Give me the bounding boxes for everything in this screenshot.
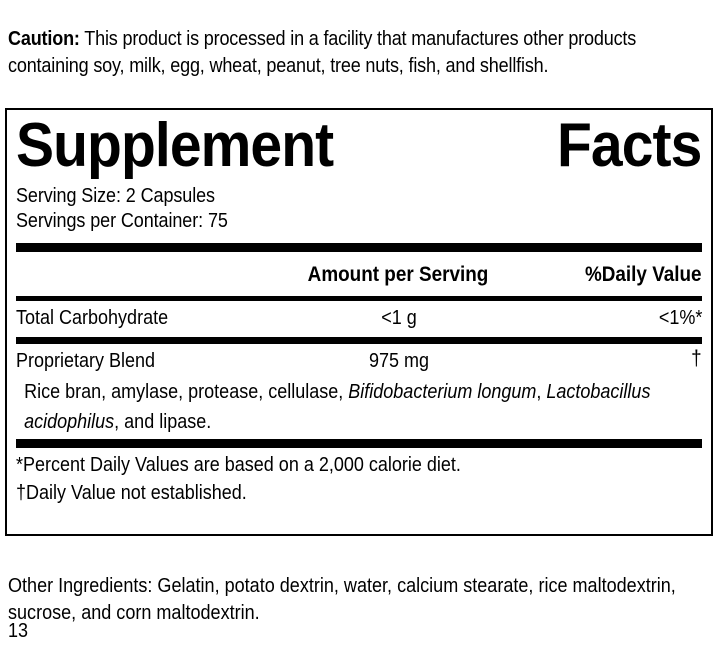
rule-below-servings [16, 243, 702, 252]
other-ingredients-paragraph: Other Ingredients: Gelatin, potato dextr… [8, 573, 676, 624]
serving-size-line: Serving Size: 2 Capsules [16, 185, 215, 207]
panel-title-word-facts: Facts [556, 111, 702, 180]
page-number: 13 [8, 620, 29, 642]
header-amount-per-serving: Amount per Serving [307, 263, 489, 286]
nutrient-amount: <1 g [381, 307, 417, 329]
blend-ingredients-part-1: Rice bran, amylase, protease, cellulase, [24, 381, 349, 403]
rule-below-headers [16, 296, 702, 301]
panel-title-word-supplement: Supplement [16, 111, 334, 180]
footnote-daily-value-not-established: †Daily Value not established. [16, 482, 247, 504]
blend-ingredients-part-2: , [536, 381, 547, 403]
blend-species-lactobacillus-acidophilus: Lactobacillus acidophilus [24, 381, 651, 433]
table-row-proprietary-blend: Proprietary Blend 975 mg † [16, 344, 702, 377]
blend-species-bifidobacterium-longum: Bifidobacterium longum [348, 381, 537, 403]
supplement-facts-panel: Supplement Facts Serving Size: 2 Capsule… [5, 108, 713, 536]
proprietary-blend-ingredients: Rice bran, amylase, protease, cellulase,… [16, 377, 709, 439]
footnote-percent-daily-value: *Percent Daily Values are based on a 2,0… [16, 454, 461, 476]
caution-label: Caution: [8, 26, 80, 50]
panel-footnotes: *Percent Daily Values are based on a 2,0… [16, 448, 701, 507]
panel-title: Supplement Facts [16, 110, 702, 180]
nutrient-name: Total Carbohydrate [16, 307, 169, 329]
nutrient-name: Proprietary Blend [16, 350, 156, 372]
supplement-facts-inner: Supplement Facts Serving Size: 2 Capsule… [7, 110, 711, 534]
blend-ingredients-part-3: , and lipase. [114, 411, 212, 433]
nutrient-daily-value: † [691, 347, 702, 370]
nutrient-amount: 975 mg [368, 350, 430, 372]
table-header-row: Amount per Serving %Daily Value [16, 252, 702, 296]
rule-above-footnotes [16, 439, 702, 448]
caution-text: This product is processed in a facility … [8, 26, 637, 77]
rule-above-proprietary-blend [16, 337, 702, 344]
table-row-total-carbohydrate: Total Carbohydrate <1 g <1%* [16, 301, 702, 337]
serving-information: Serving Size: 2 Capsules Servings per Co… [16, 184, 702, 234]
caution-paragraph: Caution: This product is processed in a … [8, 25, 708, 79]
header-percent-daily-value: %Daily Value [585, 263, 702, 286]
servings-per-container-line: Servings per Container: 75 [16, 210, 228, 232]
nutrient-daily-value: <1%* [658, 307, 702, 329]
